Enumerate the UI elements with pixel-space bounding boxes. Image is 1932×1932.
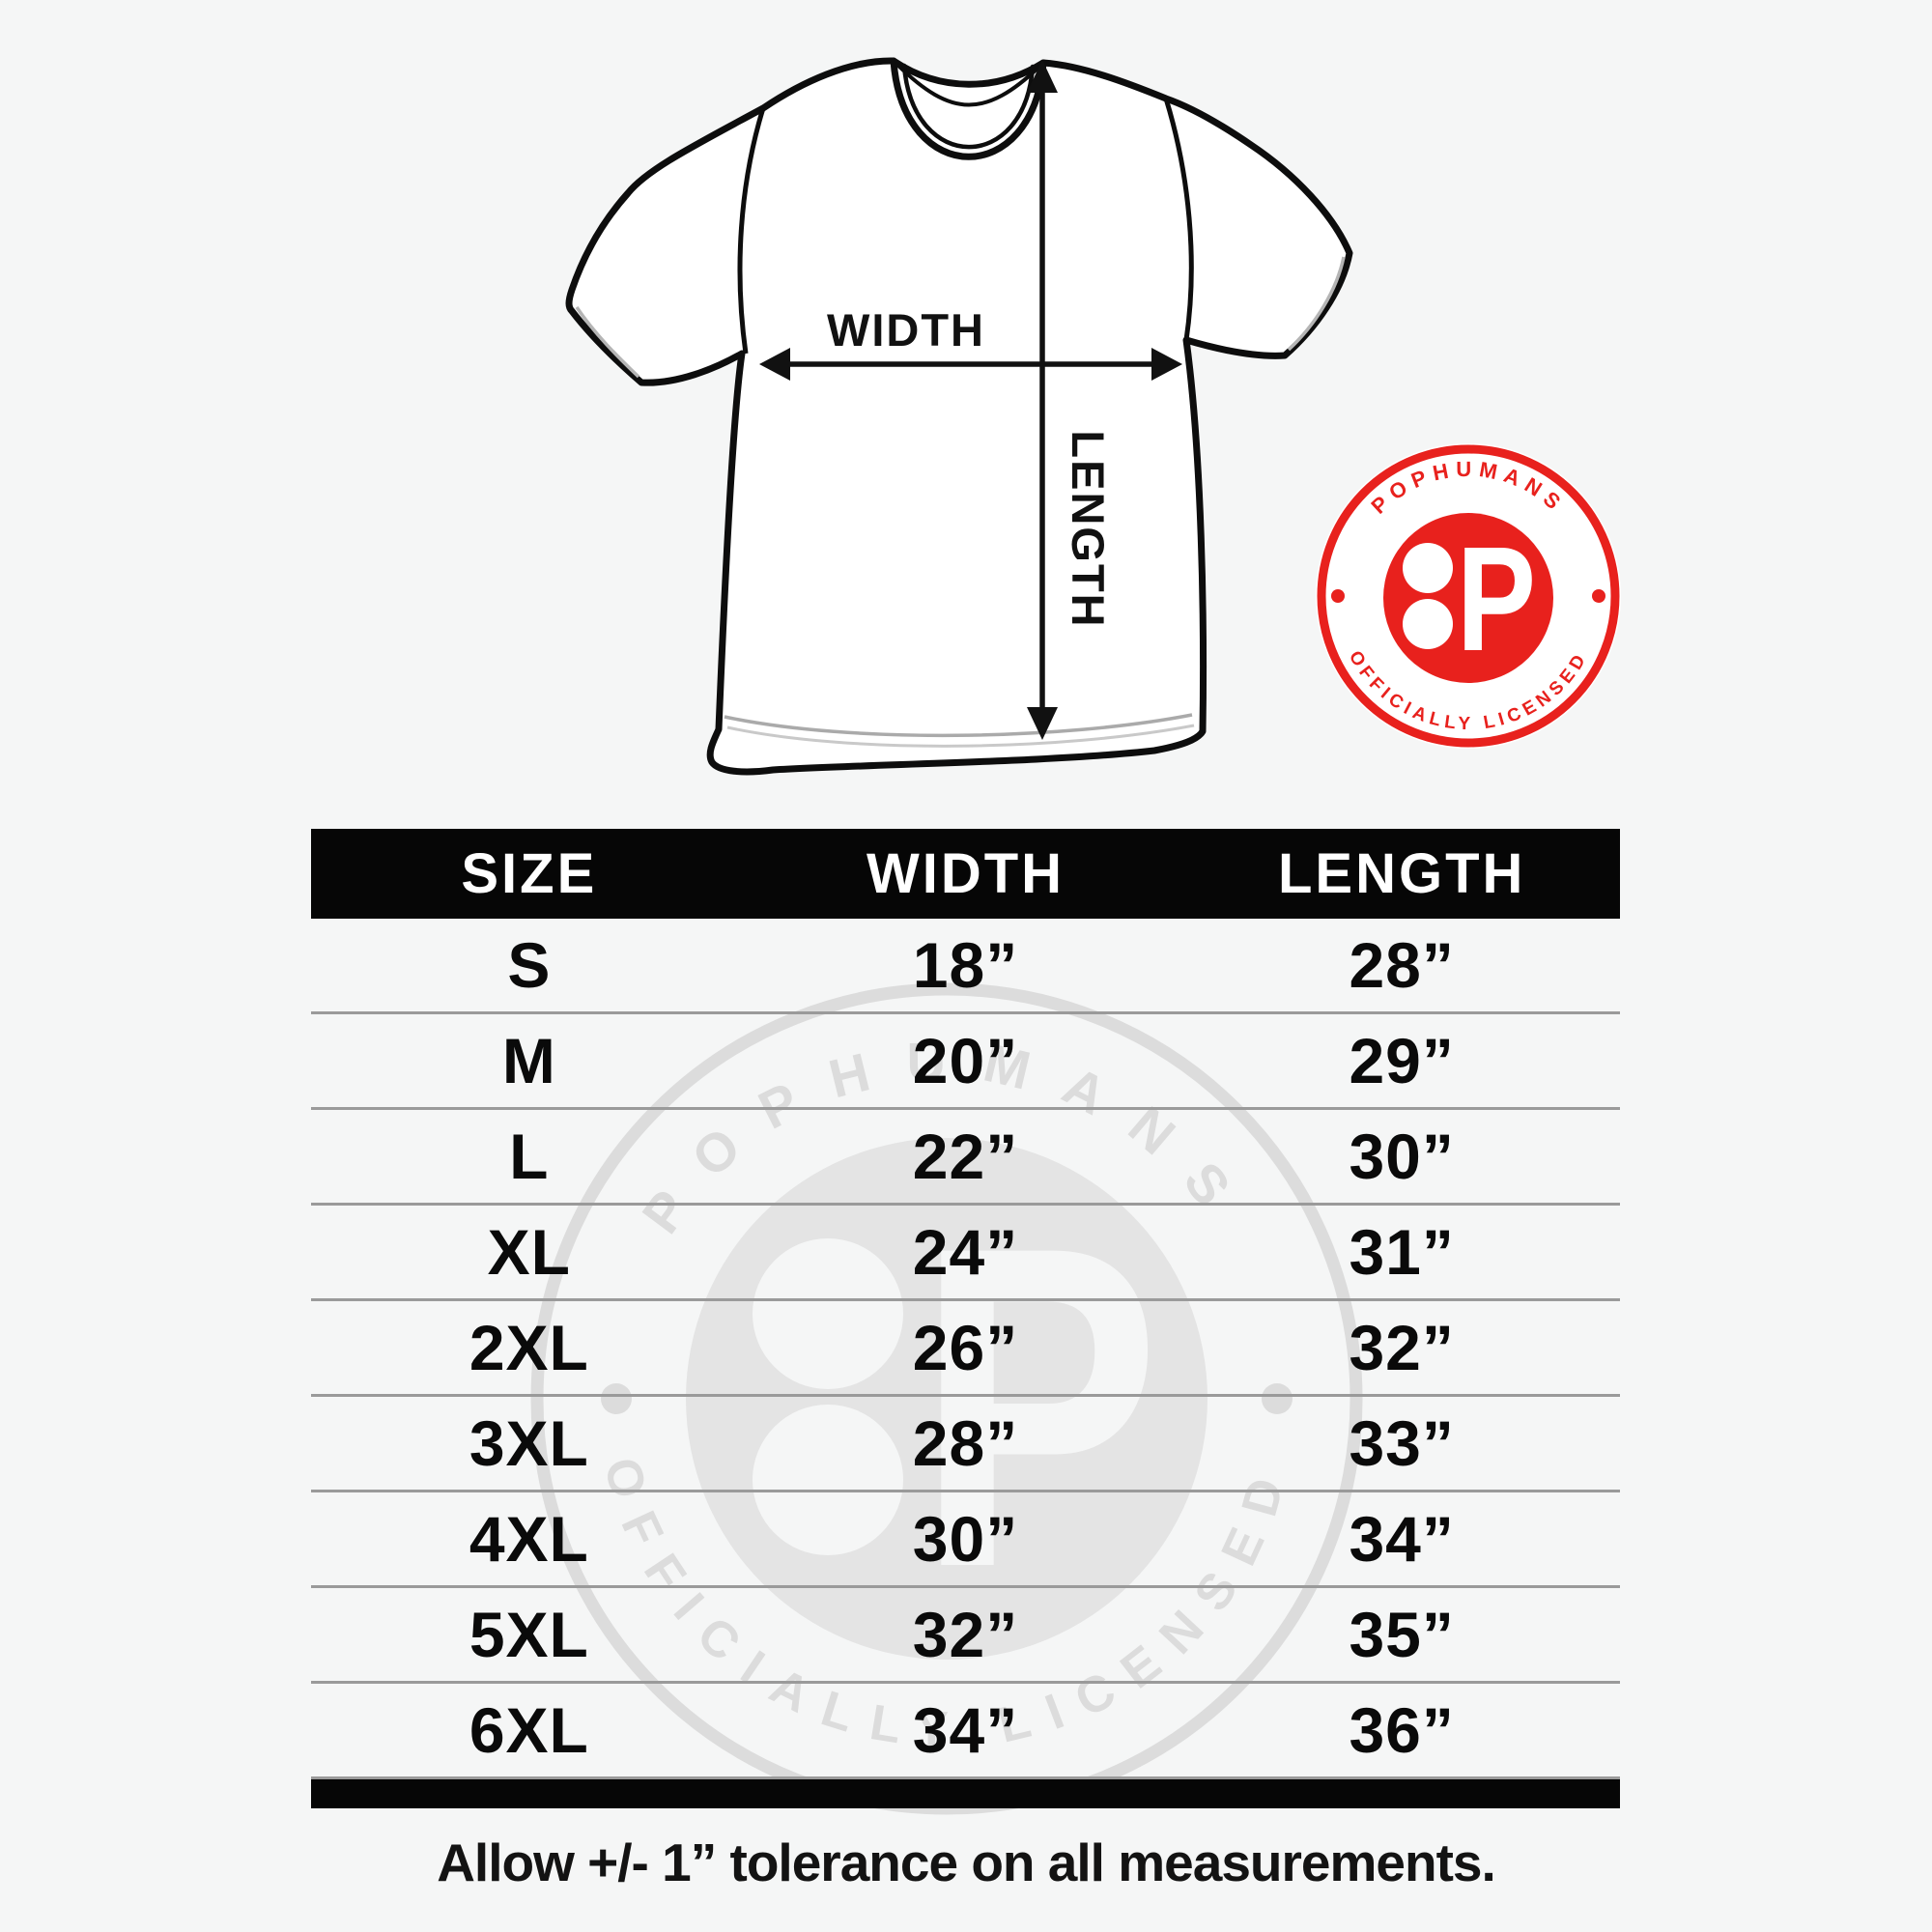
cell-length: 36” [1349,1694,1455,1766]
width-label: WIDTH [827,304,985,355]
cell-size: 2XL [469,1312,589,1383]
length-arrowhead-top [1027,60,1058,93]
right-cuff-fold [1287,256,1346,352]
cell-width: 26” [912,1312,1019,1383]
table-row: S 18” 28” [311,919,1620,1014]
length-label: LENGTH [1063,430,1114,628]
header-size: SIZE [461,842,598,905]
cell-width: 30” [912,1503,1019,1575]
collar-outer-curve [890,57,1047,160]
cell-length: 28” [1349,929,1455,1001]
cell-size: 6XL [469,1694,589,1766]
watermark-monogram: P [917,1152,1160,1662]
table-row: 2XL 26” 32” [311,1301,1620,1397]
collar-back-seam [895,63,1041,107]
cell-width: 34” [912,1694,1019,1766]
cell-width: 32” [912,1599,1019,1670]
size-table: SIZE WIDTH LENGTH S 18” 28” M 20” 29” L … [311,829,1620,1808]
watermark-colon-bottom-dot [753,1405,903,1555]
width-arrow [759,348,1182,381]
cell-size: 5XL [469,1599,589,1670]
cell-size: M [501,1025,556,1096]
badge-right-dot [1592,589,1605,603]
hem-stitch-line-1 [724,713,1193,738]
table-row: 6XL 34” 36” [311,1684,1620,1779]
right-sleeve-seam [1163,98,1194,341]
left-sleeve-seam [737,107,766,355]
cell-width: 28” [912,1407,1019,1479]
table-header-bar: SIZE WIDTH LENGTH [311,829,1620,919]
width-arrowhead-left [759,348,790,381]
collar-inner-curve [901,63,1036,150]
tshirt-diagram: WIDTH LENGTH [565,57,1353,776]
cell-length: 31” [1349,1216,1455,1288]
cell-size: 4XL [469,1503,589,1575]
cell-length: 35” [1349,1599,1455,1670]
cell-width: 24” [912,1216,1019,1288]
table-row: XL 24” 31” [311,1206,1620,1301]
table-bottom-bar [311,1779,1620,1808]
watermark-colon-top-dot [753,1238,903,1389]
watermark-ring [530,982,1363,1815]
cell-size: 3XL [469,1407,589,1479]
cell-width: 18” [912,929,1019,1001]
cell-width: 20” [912,1025,1019,1096]
cell-width: 22” [912,1121,1019,1192]
width-arrowhead-right [1151,348,1182,381]
header-length: LENGTH [1277,842,1526,905]
cell-length: 34” [1349,1503,1455,1575]
cell-length: 32” [1349,1312,1455,1383]
table-row: 4XL 30” 34” [311,1492,1620,1588]
badge-colon-bottom-dot [1403,599,1453,649]
cell-length: 29” [1349,1025,1455,1096]
licensed-badge: POPHUMANS OFFICIALLY LICENSED P [1316,443,1621,749]
table-row: L 22” 30” [311,1110,1620,1206]
tshirt-outline [565,57,1353,776]
left-cuff-fold [575,306,640,379]
cell-size: L [509,1121,550,1192]
cell-length: 33” [1349,1407,1455,1479]
badge-monogram: P [1457,516,1536,682]
hem-stitch-line-2 [726,724,1195,748]
length-arrow [1027,60,1058,740]
table-row: 5XL 32” 35” [311,1588,1620,1684]
badge-left-dot [1331,589,1345,603]
watermark-left-dot [601,1383,632,1414]
header-width: WIDTH [866,842,1065,905]
cell-size: XL [487,1216,571,1288]
length-arrowhead-bottom [1027,707,1058,740]
badge-colon-top-dot [1403,543,1453,593]
tolerance-note: Allow +/- 1” tolerance on all measuremen… [437,1833,1496,1892]
table-row: M 20” 29” [311,1014,1620,1110]
cell-size: S [507,929,552,1001]
table-row: 3XL 28” 33” [311,1397,1620,1492]
cell-length: 30” [1349,1121,1455,1192]
watermark-right-dot [1262,1383,1293,1414]
